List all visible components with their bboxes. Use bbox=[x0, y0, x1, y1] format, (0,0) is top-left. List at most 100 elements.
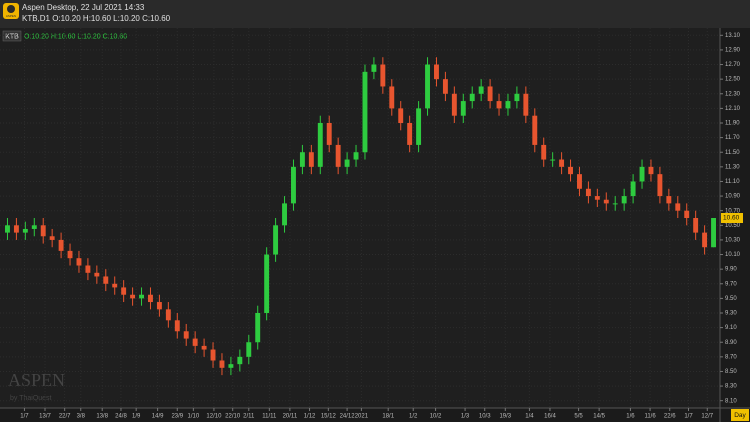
x-tick-label: 22/6 bbox=[664, 414, 676, 420]
period-box bbox=[731, 409, 749, 421]
candle-body bbox=[711, 218, 716, 248]
x-tick-label: 12/10 bbox=[206, 414, 222, 420]
x-tick-label: 15/12 bbox=[321, 414, 337, 420]
candle-body bbox=[496, 101, 502, 109]
y-tick-label: 8.50 bbox=[725, 369, 737, 375]
candle-body bbox=[130, 294, 136, 299]
candle-body bbox=[165, 309, 171, 321]
candle-body bbox=[666, 196, 672, 204]
y-tick-label: 10.50 bbox=[725, 223, 741, 229]
candle-body bbox=[31, 225, 37, 229]
symbol: KTB bbox=[5, 33, 19, 40]
candle-body bbox=[362, 71, 368, 153]
y-tick-label: 12.50 bbox=[725, 77, 741, 83]
y-tick-label: 8.10 bbox=[725, 398, 737, 404]
candle-body bbox=[469, 93, 475, 102]
x-tick-label: 19/3 bbox=[499, 414, 511, 420]
candle-body bbox=[523, 93, 529, 116]
time-axis-panel bbox=[0, 408, 720, 422]
y-tick-label: 12.30 bbox=[725, 91, 741, 97]
x-tick-label: 1/4 bbox=[525, 414, 534, 420]
y-tick-label: 11.50 bbox=[725, 150, 740, 156]
candle-body bbox=[505, 101, 511, 109]
candle-body bbox=[594, 196, 600, 200]
candle-body bbox=[148, 294, 153, 303]
candle-body bbox=[282, 203, 287, 226]
candle-body bbox=[139, 294, 144, 299]
y-tick-label: 9.10 bbox=[725, 325, 737, 331]
x-tick-label: 2021 bbox=[355, 414, 369, 420]
x-tick-label: 10/3 bbox=[479, 414, 491, 420]
candle-body bbox=[559, 159, 565, 167]
candle-body bbox=[237, 356, 243, 365]
candle-body bbox=[5, 225, 10, 233]
candle-body bbox=[630, 181, 636, 197]
x-tick-label: 1/7 bbox=[684, 414, 693, 420]
x-tick-label: 24/8 bbox=[115, 414, 127, 420]
y-tick-label: 12.10 bbox=[725, 106, 741, 112]
candle-body bbox=[612, 203, 618, 205]
candle-body bbox=[264, 254, 270, 313]
candle-body bbox=[13, 225, 19, 233]
candle-body bbox=[702, 232, 708, 248]
candle-body bbox=[246, 342, 252, 357]
candle-body bbox=[407, 123, 413, 145]
candle-body bbox=[219, 360, 225, 368]
candle-body bbox=[541, 144, 547, 160]
candle-body bbox=[621, 196, 627, 204]
candle-body bbox=[85, 265, 91, 273]
candle-body bbox=[255, 313, 261, 343]
x-tick-label: 20/11 bbox=[283, 414, 298, 420]
candle-body bbox=[183, 331, 189, 339]
y-tick-label: 11.10 bbox=[725, 179, 740, 185]
x-tick-label: 1/3 bbox=[461, 414, 470, 420]
y-tick-label: 10.10 bbox=[725, 252, 741, 258]
y-tick-label: 10.70 bbox=[725, 208, 741, 214]
watermark-brand: ASPEN bbox=[8, 370, 65, 390]
period-label: Day bbox=[734, 412, 746, 419]
candle-body bbox=[291, 166, 296, 204]
candle-body bbox=[487, 86, 493, 102]
symbol-tag[interactable] bbox=[2, 30, 22, 42]
x-tick-label: 22/7 bbox=[59, 414, 71, 420]
candle-body bbox=[532, 115, 538, 145]
app-icon-text: ASPEN bbox=[6, 14, 16, 18]
y-tick-label: 9.70 bbox=[725, 281, 737, 287]
candle-body bbox=[40, 225, 46, 237]
ohlc-legend: O:10.20 H:10.60 L:10.20 C:10.60 bbox=[24, 33, 127, 40]
x-tick-label: 14/9 bbox=[152, 414, 164, 420]
candle-body bbox=[442, 79, 448, 94]
y-tick-label: 8.30 bbox=[725, 384, 737, 390]
candle-body bbox=[389, 86, 395, 109]
candle-body bbox=[210, 349, 216, 361]
x-tick-label: 18/1 bbox=[382, 414, 394, 420]
y-tick-label: 11.30 bbox=[725, 164, 740, 170]
candle-body bbox=[76, 258, 82, 266]
y-tick-label: 12.70 bbox=[725, 62, 741, 68]
candle-body bbox=[67, 250, 73, 259]
candle-body bbox=[416, 108, 422, 145]
y-tick-label: 10.90 bbox=[725, 194, 741, 200]
y-tick-label: 9.50 bbox=[725, 296, 737, 302]
candle-body bbox=[112, 283, 118, 288]
x-tick-label: 1/6 bbox=[626, 414, 635, 420]
candle-body bbox=[317, 123, 323, 167]
candle-body bbox=[326, 123, 332, 145]
last-price-label: 10.60 bbox=[723, 215, 740, 222]
candle-body bbox=[603, 199, 609, 204]
y-tick-label: 9.90 bbox=[725, 267, 737, 273]
candle-body bbox=[398, 108, 404, 123]
x-tick-label: 1/12 bbox=[304, 414, 316, 420]
candle-body bbox=[550, 159, 556, 161]
plot-area bbox=[0, 28, 720, 408]
x-tick-label: 16/4 bbox=[544, 414, 556, 420]
candle-body bbox=[58, 239, 64, 251]
x-tick-label: 14/5 bbox=[593, 414, 605, 420]
price-axis-panel bbox=[720, 28, 750, 422]
candle-body bbox=[353, 152, 359, 160]
x-tick-label: 11/6 bbox=[644, 414, 656, 420]
x-tick-label: 22/10 bbox=[225, 414, 241, 420]
candle-body bbox=[451, 93, 457, 116]
x-tick-label: 11/11 bbox=[262, 414, 277, 420]
